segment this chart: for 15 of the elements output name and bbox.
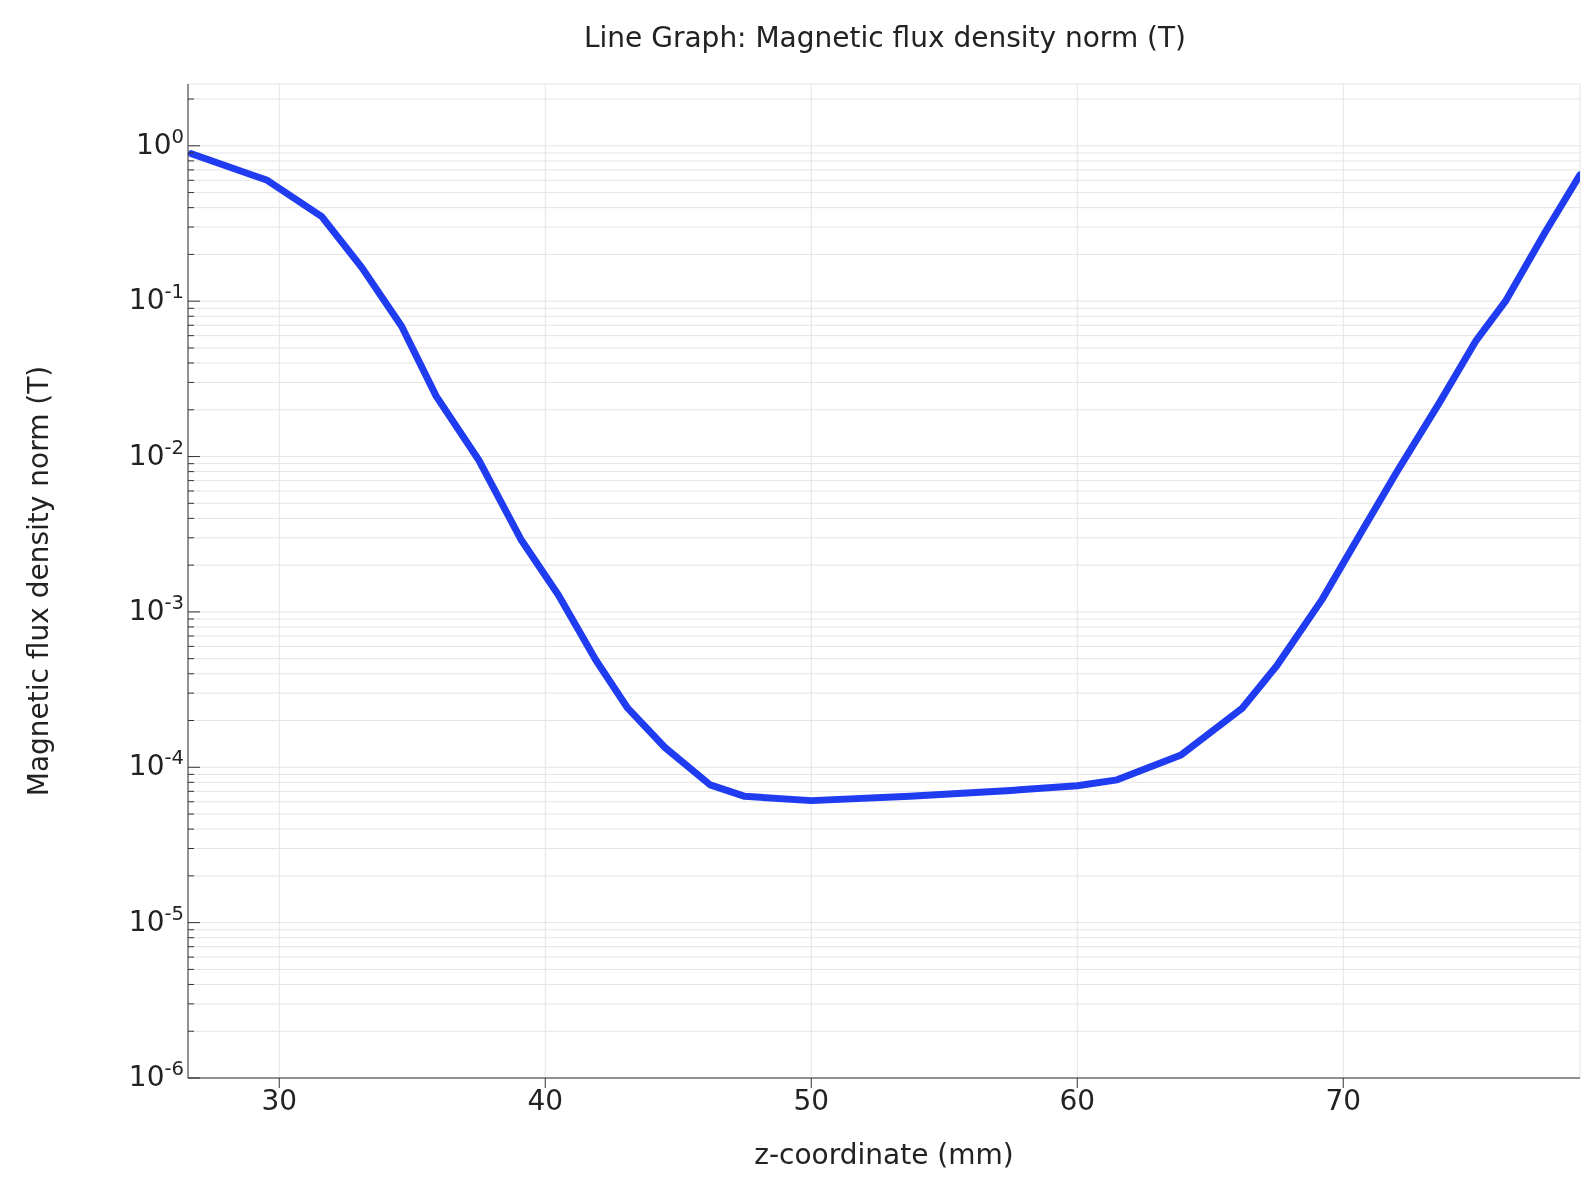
y-tick-label: 10$^{-4}$ — [128, 745, 184, 783]
y-tick-label: 10$^{-5}$ — [128, 901, 184, 938]
x-tick-label: 60 — [1059, 1083, 1096, 1117]
y-tick-label: 10$^{-6}$ — [128, 1056, 184, 1093]
y-tick-label: 10$^{-3}$ — [128, 590, 184, 627]
x-tick-label: 50 — [793, 1083, 830, 1117]
y-axis-title: Magnetic flux density norm (T) — [21, 365, 55, 797]
y-tick-label: 10$^{-2}$ — [128, 435, 184, 472]
y-tick-label: 10$^{-1}$ — [128, 279, 184, 317]
x-axis-title: z-coordinate (mm) — [754, 1138, 1014, 1171]
x-tick-label: 40 — [527, 1083, 564, 1117]
x-tick-label: 30 — [261, 1083, 298, 1117]
x-tick-label: 70 — [1325, 1083, 1362, 1117]
y-tick-label: 10$^{0}$ — [135, 124, 184, 161]
chart-title: Line Graph: Magnetic flux density norm (T) — [583, 20, 1187, 56]
